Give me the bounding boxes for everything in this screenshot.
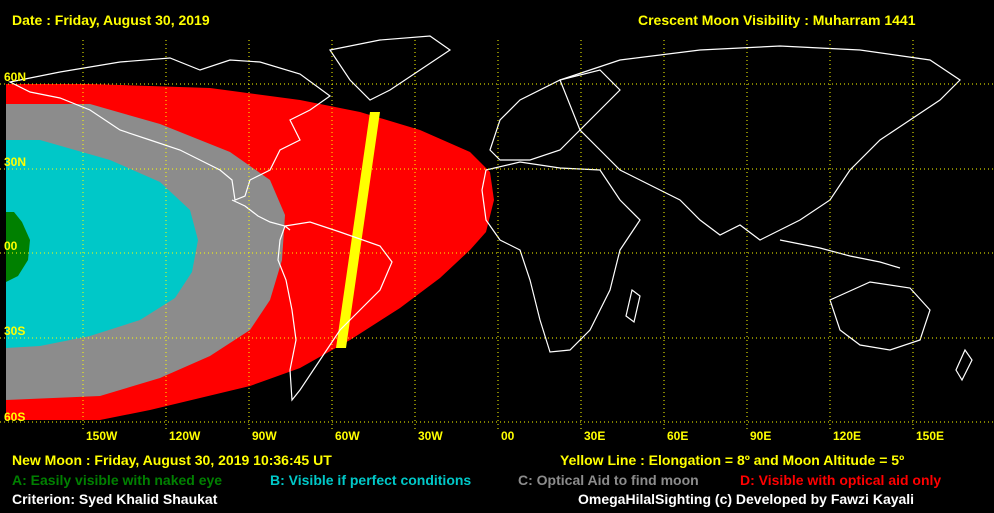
lon-label-60w: 60W [335,429,360,443]
lat-label-60n: 60N [4,70,27,84]
lon-label-30w: 30W [418,429,443,443]
lat-label-00: 00 [4,239,18,253]
legend-a: A: Easily visible with naked eye [12,472,223,488]
lon-label-90w: 90W [252,429,277,443]
lon-label-00: 00 [501,429,515,443]
grid-lines [0,40,994,430]
criterion-label: Criterion: Syed Khalid Shaukat [12,491,218,507]
date-label: Date : Friday, August 30, 2019 [12,12,210,28]
legend-c: C: Optical Aid to find moon [518,472,699,488]
lon-label-120w: 120W [169,429,201,443]
lon-label-150e: 150E [916,429,945,443]
lon-label-30e: 30E [584,429,606,443]
chart-title: Crescent Moon Visibility : Muharram 1441 [638,12,916,28]
lon-label-120e: 120E [833,429,862,443]
lon-label-150w: 150W [86,429,118,443]
zone-a-green [6,212,30,282]
lat-label-30n: 30N [4,155,27,169]
new-moon-label: New Moon : Friday, August 30, 2019 10:36… [12,452,332,468]
yellow-line-label: Yellow Line : Elongation = 8º and Moon A… [560,452,905,468]
lat-label-30s: 30S [4,324,26,338]
lon-label-60e: 60E [667,429,689,443]
legend-b: B: Visible if perfect conditions [270,472,472,488]
lat-label-60s: 60S [4,410,26,424]
lon-label-90e: 90E [750,429,772,443]
credit-label: OmegaHilalSighting (c) Developed by Fawz… [578,491,915,507]
yellow-line [336,112,380,348]
legend-d: D: Visible with optical aid only [740,472,942,488]
zone-b-cyan [6,140,198,348]
